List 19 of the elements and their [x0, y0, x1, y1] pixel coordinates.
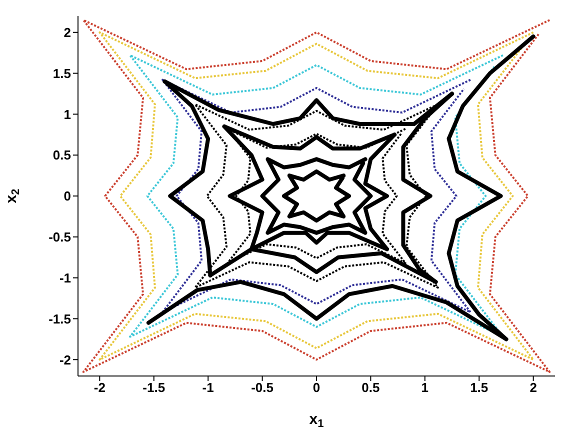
x-tick-label: -2: [94, 380, 106, 396]
x-tick-label: -1: [202, 380, 214, 396]
y-tick-label: 1.5: [52, 66, 71, 81]
y-tick-label: 1: [64, 106, 71, 122]
x-tick-label: 1: [421, 380, 429, 396]
y-tick-label: -0.5: [48, 230, 71, 245]
y-tick-label: 0.5: [52, 148, 71, 163]
x-tick-label: 0.5: [362, 380, 380, 396]
x-tick-label: 1.5: [470, 380, 488, 396]
x-tick-label: -0.5: [251, 380, 274, 396]
x-axis-title: x$_{1}$: [309, 411, 324, 430]
y-tick-label: 0: [64, 188, 71, 204]
y-tick-label: -1: [59, 270, 71, 286]
y-tick-label: -2: [59, 352, 71, 368]
y-tick-label: -1.5: [48, 311, 71, 326]
x-tick-label: -1.5: [142, 380, 166, 396]
x-tick-label: 0: [312, 380, 320, 396]
x-tick-label: 2: [530, 380, 537, 396]
y-tick-label: 2: [64, 24, 71, 40]
